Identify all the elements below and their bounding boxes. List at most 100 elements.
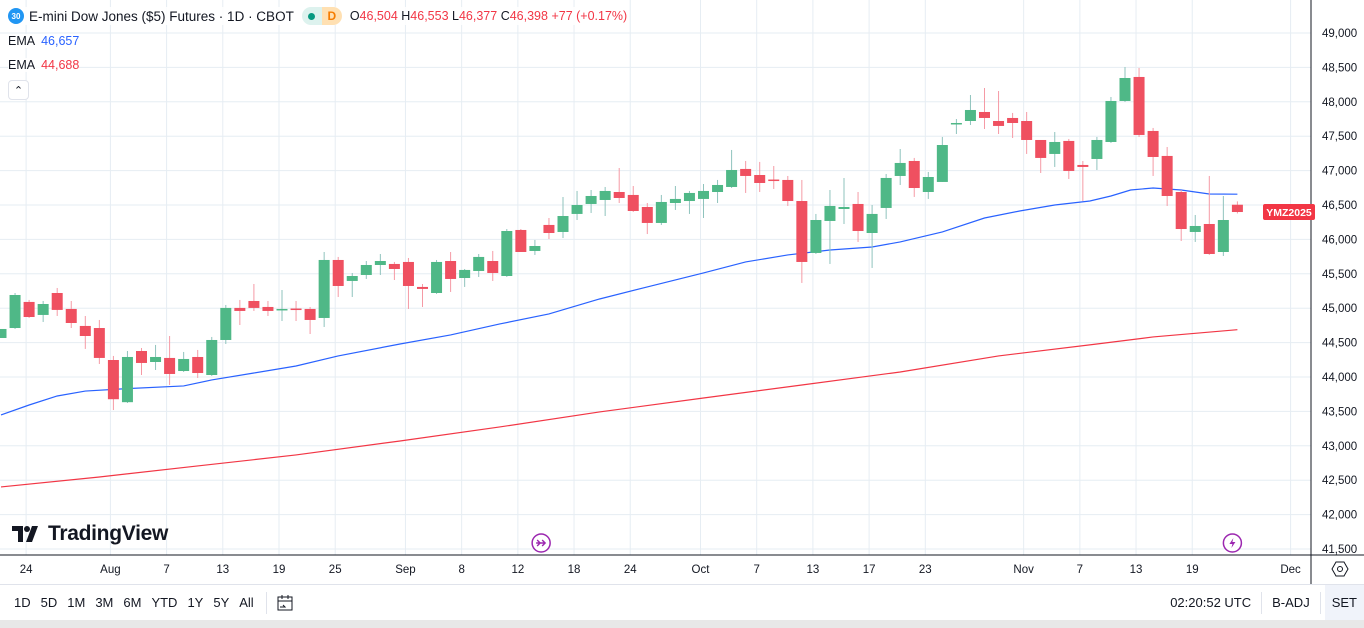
symbol-price-tag: YMZ2025 [1263,204,1315,221]
candle [838,177,850,224]
price-tick-label: 45,500 [1322,269,1357,281]
candle-body [543,224,555,234]
candle-body [374,261,386,265]
candle [318,251,330,327]
symbol-title[interactable]: E-mini Dow Jones ($5) Futures · 1D · CBO… [29,8,294,24]
tradingview-logo[interactable]: TradingView [12,522,168,546]
candle-body [894,162,906,176]
time-tick-label: 17 [863,564,876,576]
time-tick-label: 13 [216,564,229,576]
price-axis: 41,500 42,000 42,500 43,000 43,500 44,000 44,5… [1263,0,1357,584]
candle [93,319,105,364]
candle-body [1105,100,1117,142]
candle [276,289,288,321]
timeframe-5d[interactable]: 5D [40,595,58,610]
candle [473,253,485,277]
price-tick-label: 41,500 [1322,544,1357,556]
candle [726,149,738,189]
candle [1231,201,1243,214]
dividend-arrow-icon[interactable] [531,533,551,553]
timeframe-1m[interactable]: 1M [67,595,86,610]
candle-body [810,219,822,253]
candle-body [178,358,190,372]
candles [0,66,1243,411]
candle-body [754,175,766,183]
ema-line [0,329,1238,488]
candle [571,190,583,220]
timeframe-6m[interactable]: 6M [123,595,142,610]
price-chart[interactable]: 41,500 42,000 42,500 43,000 43,500 44,000 44,5… [0,0,1364,584]
go-to-date-calendar-icon[interactable] [275,593,295,613]
time-tick-label: Dec [1280,564,1301,576]
candle [107,355,119,411]
low-value: 46,377 [458,9,498,23]
candle-body [164,357,176,374]
time-tick-label: 8 [458,564,464,576]
candle-body [360,264,372,275]
candle-body [599,190,611,200]
timeframe-1y[interactable]: 1Y [187,595,204,610]
lightning-icon[interactable] [1222,533,1243,553]
candle [206,336,218,376]
candle [1217,195,1229,256]
candle-body [1091,139,1103,159]
candle-body [150,356,162,363]
candle-body [726,169,738,187]
candle [290,300,302,321]
candle-body [993,120,1005,126]
session-settings-button[interactable]: SET [1324,585,1364,620]
candle [121,350,133,404]
time-tick-label: 7 [753,564,759,576]
back-adjust-toggle[interactable]: B-ADJ [1272,595,1310,610]
candle [1119,66,1131,103]
candle-body [1161,155,1173,196]
candle [1175,190,1187,241]
timeframe-1d[interactable]: 1D [14,595,31,610]
market-status[interactable]: D [301,7,342,25]
timeframe-5y[interactable]: 5Y [213,595,230,610]
price-tick-label: 44,000 [1322,372,1357,384]
candle-body [1035,139,1047,158]
candle [1105,96,1117,143]
candle-body [1217,219,1229,252]
collapse-legend-button[interactable]: ⌃ [8,80,29,100]
candle-body [712,184,724,192]
ema-indicator-fast[interactable]: EMA 46,657 [8,34,80,48]
candle [459,268,471,287]
timeframe-3m[interactable]: 3M [95,595,114,610]
candle [360,261,372,279]
candle-body [9,294,21,329]
candle [51,287,63,316]
timeframe-ytd[interactable]: YTD [151,595,178,610]
candle-body [950,122,962,125]
candle-body [487,261,499,273]
symbol-legend: 30 E-mini Dow Jones ($5) Futures · 1D · … [8,7,628,25]
candle-body [304,308,316,320]
candle-body [417,286,428,289]
candle [1035,139,1047,174]
candle [445,251,457,292]
candle [698,183,709,219]
close-value: 46,398 [509,9,548,23]
price-tick-label: 43,500 [1322,406,1357,418]
candle-body [79,325,91,336]
candle-body [107,360,119,400]
candle [782,175,794,206]
candle [1049,132,1061,167]
axis-settings-icon[interactable] [1331,561,1349,577]
candle [1063,138,1075,179]
candle [501,229,513,277]
candle [641,203,653,235]
symbol-logo: 30 [8,8,24,24]
candle [754,161,766,192]
price-tick-label: 49,000 [1322,28,1357,40]
tradingview-logo-icon [12,526,38,542]
price-tick-label: 42,000 [1322,510,1357,522]
timeframe-all[interactable]: All [239,595,254,610]
ema-indicator-slow[interactable]: EMA 44,688 [8,58,80,72]
clock-time[interactable]: 02:20:52 UTC [1170,595,1252,610]
candle [417,283,428,307]
candle [599,186,611,217]
candle-body [1189,225,1201,232]
candle [669,186,681,210]
